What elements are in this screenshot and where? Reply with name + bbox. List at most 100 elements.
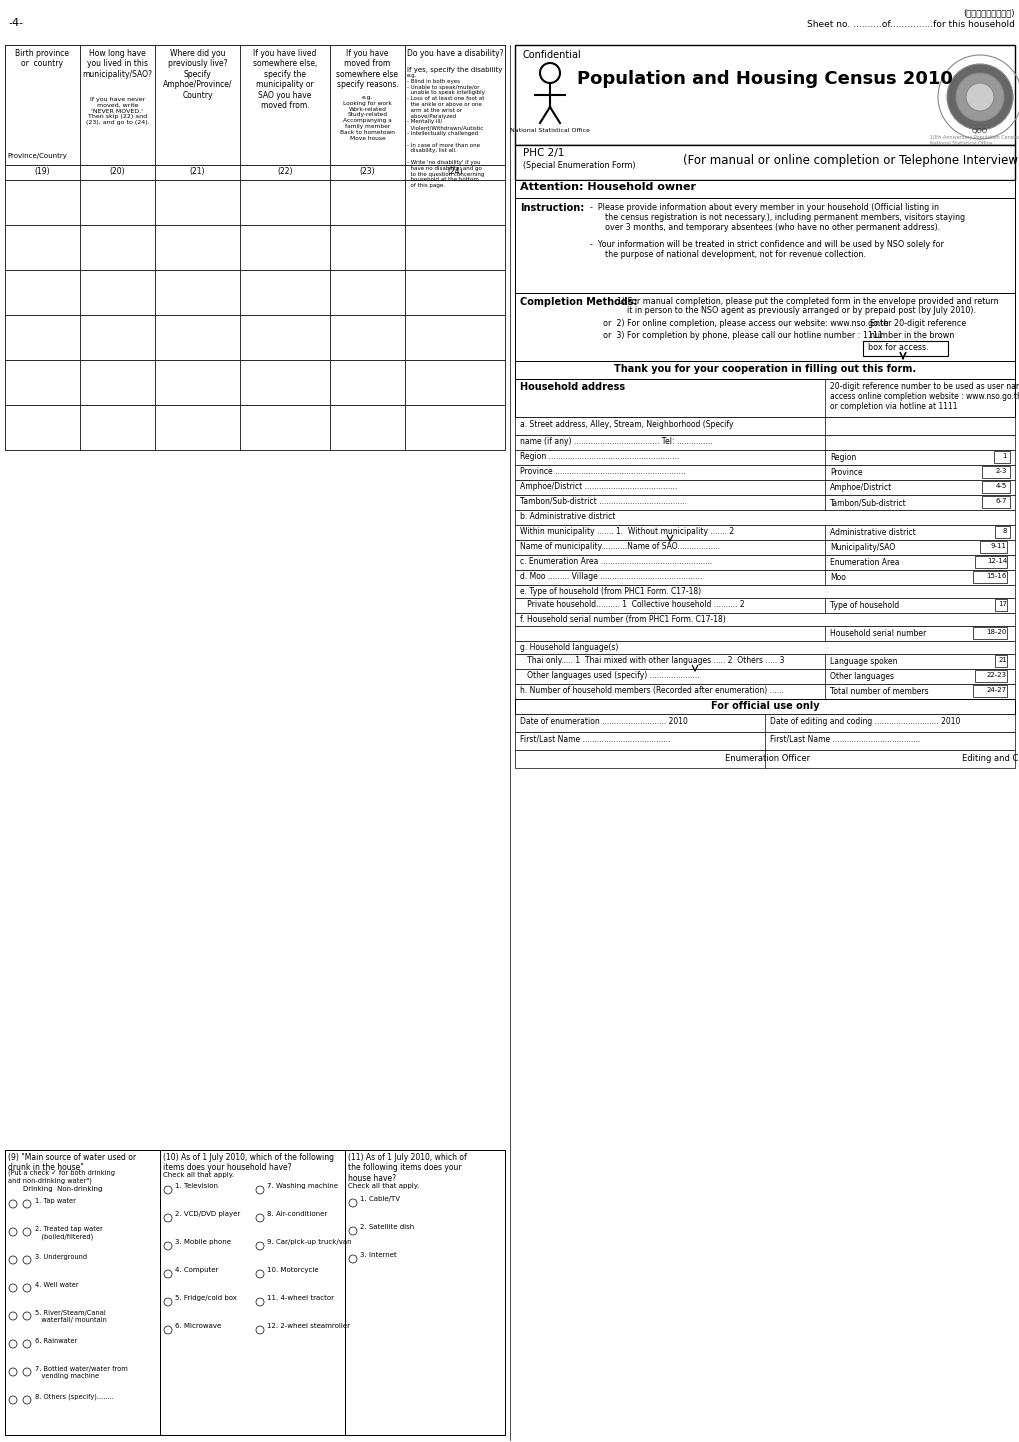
Text: Province: Province xyxy=(829,469,862,477)
Text: or  3) For completion by phone, please call our hotline number : 1111: or 3) For completion by phone, please ca… xyxy=(602,332,882,340)
Text: (20): (20) xyxy=(110,167,125,176)
Bar xyxy=(5,1151,160,1435)
Text: 18-20: 18-20 xyxy=(985,629,1006,634)
Bar xyxy=(515,525,1014,539)
Text: 3. Internet: 3. Internet xyxy=(360,1252,396,1257)
Text: the purpose of national development, not for revenue collection.: the purpose of national development, not… xyxy=(604,249,865,260)
Bar xyxy=(155,360,239,405)
Text: (19): (19) xyxy=(35,167,50,176)
Bar xyxy=(515,360,1014,379)
Bar xyxy=(160,1151,344,1435)
Text: Check all that apply.: Check all that apply. xyxy=(347,1182,419,1190)
Text: 20-digit reference number to be used as user name to: 20-digit reference number to be used as … xyxy=(829,382,1019,391)
Text: 9. Car/pick-up truck/van: 9. Car/pick-up truck/van xyxy=(267,1239,352,1244)
Text: 10. Motorcycle: 10. Motorcycle xyxy=(267,1268,318,1273)
Text: 1) For manual completion, please put the completed form in the envelope provided: 1) For manual completion, please put the… xyxy=(616,297,998,306)
Bar xyxy=(5,270,504,314)
Text: (Put a check ✓ for both drinking
and non-drinking water"): (Put a check ✓ for both drinking and non… xyxy=(8,1169,115,1184)
Text: First/Last Name .....................................: First/Last Name ........................… xyxy=(520,735,669,744)
Bar xyxy=(405,360,504,405)
Bar xyxy=(515,655,1014,669)
Text: 24-27: 24-27 xyxy=(986,686,1006,694)
Bar xyxy=(79,180,155,225)
Text: Region: Region xyxy=(829,453,855,461)
Bar xyxy=(515,714,1014,733)
Bar xyxy=(515,570,1014,585)
Text: Tambon/Sub-district: Tambon/Sub-district xyxy=(829,497,906,508)
Bar xyxy=(405,405,504,450)
Bar xyxy=(515,684,1014,699)
Bar xyxy=(5,405,79,450)
Text: Enter 20-digit reference: Enter 20-digit reference xyxy=(869,319,965,327)
Bar xyxy=(981,482,1009,493)
Bar xyxy=(5,360,79,405)
Bar xyxy=(515,417,1014,435)
Text: (23): (23) xyxy=(360,167,375,176)
Bar xyxy=(515,510,1014,525)
Text: Name of municipality...........Name of SAO..................: Name of municipality...........Name of S… xyxy=(520,542,719,551)
Bar xyxy=(5,225,79,270)
Text: 17: 17 xyxy=(997,601,1006,607)
Bar xyxy=(994,655,1006,668)
Bar xyxy=(79,225,155,270)
Bar xyxy=(155,270,239,314)
Text: Check all that apply.: Check all that apply. xyxy=(163,1172,234,1178)
Text: 2. VCD/DVD player: 2. VCD/DVD player xyxy=(175,1211,240,1217)
Text: Amphoe/District .......................................: Amphoe/District ........................… xyxy=(520,482,677,490)
Text: (Special Enumeration Form): (Special Enumeration Form) xyxy=(523,162,635,170)
Text: -  Please provide information about every member in your household (Official lis: - Please provide information about every… xyxy=(589,203,938,212)
Bar xyxy=(405,164,504,180)
Text: Other languages used (specify) .....................: Other languages used (specify) .........… xyxy=(520,671,699,681)
Bar xyxy=(515,555,1014,570)
Bar xyxy=(79,45,155,164)
Bar xyxy=(79,164,155,180)
Text: Attention: Household owner: Attention: Household owner xyxy=(520,182,695,192)
Text: (9) "Main source of water used or
drunk in the house": (9) "Main source of water used or drunk … xyxy=(8,1154,136,1172)
Text: d. Moo ......... Village ...........................................: d. Moo ......... Village ...............… xyxy=(520,572,701,581)
Text: 7. Washing machine: 7. Washing machine xyxy=(267,1182,337,1190)
Bar xyxy=(5,270,79,314)
Text: b. Administrative district: b. Administrative district xyxy=(520,512,614,521)
Bar xyxy=(515,464,1014,480)
Bar xyxy=(330,180,405,225)
Text: Tambon/Sub-district .....................................: Tambon/Sub-district ....................… xyxy=(520,497,687,506)
Text: 6. Rainwater: 6. Rainwater xyxy=(35,1338,77,1344)
Bar xyxy=(5,314,79,360)
Text: Private household.......... 1  Collective household .......... 2: Private household.......... 1 Collective… xyxy=(520,600,744,609)
Bar xyxy=(239,180,330,225)
Text: 4. Computer: 4. Computer xyxy=(175,1268,218,1273)
Text: If yes, specify the disability: If yes, specify the disability xyxy=(407,61,502,74)
Bar xyxy=(5,1151,504,1435)
Text: Date of editing and coding ........................... 2010: Date of editing and coding .............… xyxy=(769,717,960,725)
Text: 5. River/Steam/Canal
   waterfall/ mountain: 5. River/Steam/Canal waterfall/ mountain xyxy=(35,1309,107,1322)
Text: or completion via hotline at 1111: or completion via hotline at 1111 xyxy=(829,402,957,411)
Bar xyxy=(515,699,1014,714)
Text: If you have never
moved, write
'NEVER MOVED.'
Then skip (22) and
(23), and go to: If you have never moved, write 'NEVER MO… xyxy=(86,97,149,125)
Bar xyxy=(79,314,155,360)
Text: access online completion website : www.nso.go.th: access online completion website : www.n… xyxy=(829,392,1019,401)
Text: 1: 1 xyxy=(1002,453,1006,459)
Text: Date of enumeration ........................... 2010: Date of enumeration ....................… xyxy=(520,717,687,725)
Bar xyxy=(974,671,1006,682)
Bar xyxy=(974,557,1006,568)
Text: 2. Satellite dish: 2. Satellite dish xyxy=(360,1224,414,1230)
Bar xyxy=(155,314,239,360)
Bar xyxy=(239,270,330,314)
Text: Household serial number: Household serial number xyxy=(829,629,925,637)
Text: the census registration is not necessary.), including permanent members, visitor: the census registration is not necessary… xyxy=(604,213,964,222)
Bar xyxy=(515,669,1014,684)
Bar xyxy=(515,198,1014,293)
Bar xyxy=(972,571,1006,583)
Text: e.g.
Looking for work
Work-related
Study-related
Accompanying a
family member
Ba: e.g. Looking for work Work-related Study… xyxy=(339,95,394,141)
Text: f. Household serial number (from PHC1 Form. C17-18): f. Household serial number (from PHC1 Fo… xyxy=(520,614,726,624)
Bar xyxy=(155,405,239,450)
Bar xyxy=(330,225,405,270)
Text: 21: 21 xyxy=(998,658,1006,663)
Text: (24): (24) xyxy=(446,167,463,176)
Text: 2. Treated tap water
   (boiled/filtered): 2. Treated tap water (boiled/filtered) xyxy=(35,1226,103,1240)
Text: PHC 2/1: PHC 2/1 xyxy=(523,149,564,159)
Text: Enumeration Area: Enumeration Area xyxy=(829,558,899,567)
Bar xyxy=(330,405,405,450)
Bar xyxy=(79,360,155,405)
Bar xyxy=(330,314,405,360)
